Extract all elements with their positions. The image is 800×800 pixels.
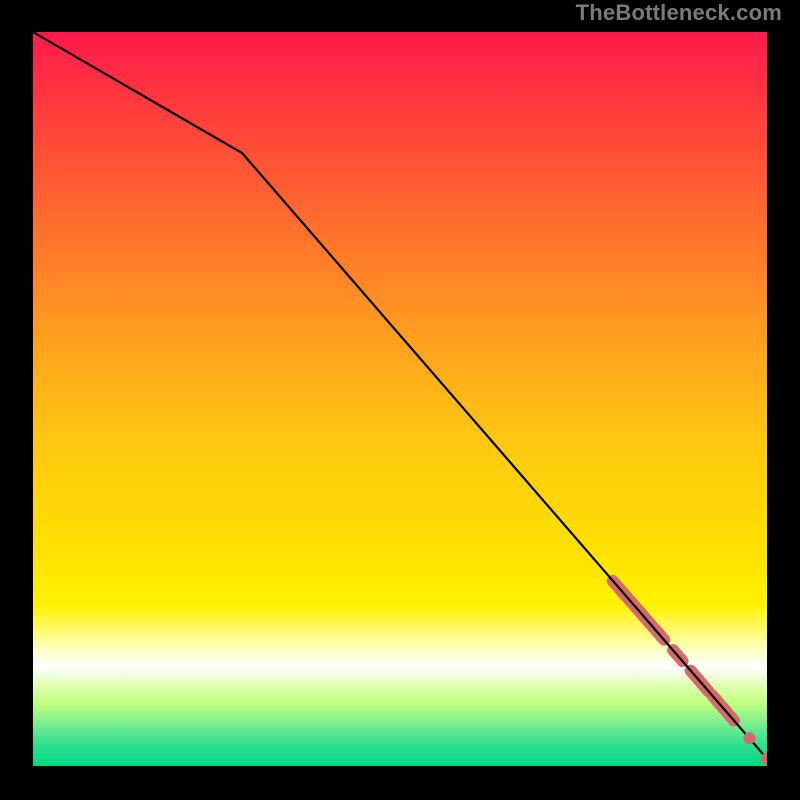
watermark-label: TheBottleneck.com — [576, 0, 782, 26]
plot-background — [33, 32, 767, 766]
data-dot — [743, 732, 755, 744]
chart-root: TheBottleneck.com — [0, 0, 800, 800]
chart-svg — [0, 0, 800, 800]
